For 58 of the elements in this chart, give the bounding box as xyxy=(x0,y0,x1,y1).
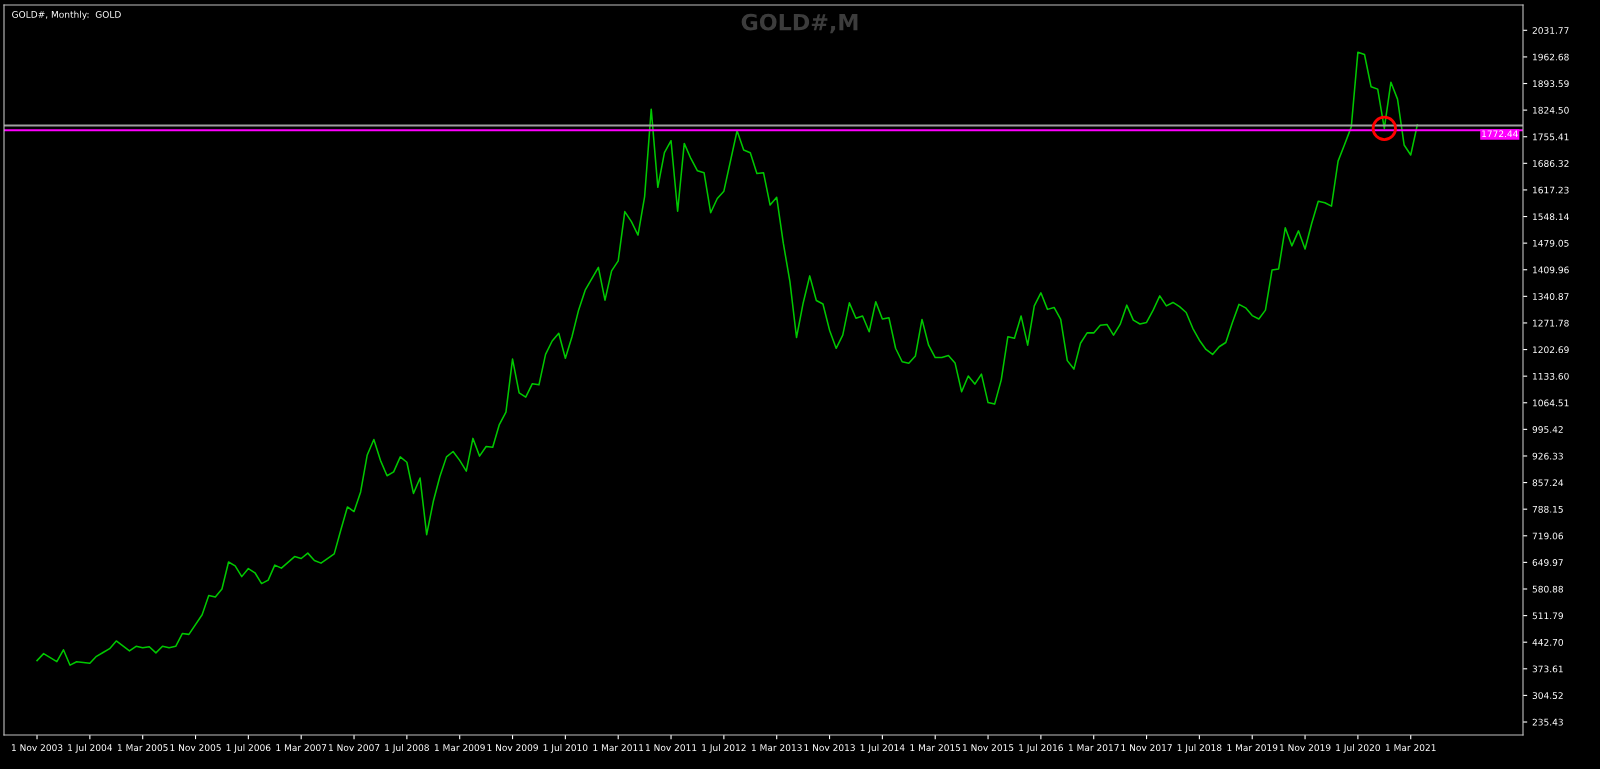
y-tick-label: 304.52 xyxy=(1532,692,1563,699)
y-tick-label: 1755.41 xyxy=(1533,133,1569,141)
x-tick-label: 1 Mar 2009 xyxy=(434,744,485,752)
x-tick-label: 1 Jul 2010 xyxy=(543,744,588,753)
y-tick-label: 1271.78 xyxy=(1533,319,1569,327)
chart-title: GOLD#,M xyxy=(741,13,858,34)
x-tick-label: 1 Nov 2005 xyxy=(170,744,221,752)
y-tick-label: 926.33 xyxy=(1532,452,1563,460)
y-tick-label: 1824.50 xyxy=(1533,106,1569,114)
y-tick-label: 1340.87 xyxy=(1533,293,1569,300)
y-tick-label: 373.61 xyxy=(1532,665,1563,673)
x-tick-label: 1 Jul 2016 xyxy=(1019,744,1063,753)
y-tick-label: 511.79 xyxy=(1532,612,1563,620)
x-tick-label: 1 Mar 2021 xyxy=(1385,744,1436,752)
x-tick-label: 1 Jul 2004 xyxy=(68,744,113,753)
x-tick-label: 1 Jul 2018 xyxy=(1177,744,1222,753)
x-tick-label: 1 Mar 2019 xyxy=(1227,744,1278,752)
y-tick-label: 1686.32 xyxy=(1533,160,1569,167)
x-tick-label: 1 Nov 2013 xyxy=(804,744,855,752)
x-tick-label: 1 Mar 2015 xyxy=(910,744,961,752)
line-series xyxy=(36,51,1419,666)
x-tick-label: 1 Nov 2009 xyxy=(487,744,538,752)
x-tick-label: 1 Nov 2011 xyxy=(645,744,697,752)
x-tick-label: 1 Jul 2006 xyxy=(226,744,271,753)
y-tick-label: 442.70 xyxy=(1532,638,1564,646)
y-tick-label: 235.43 xyxy=(1532,718,1563,726)
x-tick-label: 1 Jul 2012 xyxy=(702,744,746,753)
ref-line-label: 1772.44 xyxy=(1482,130,1518,138)
x-tick-label: 1 Jul 2008 xyxy=(385,744,429,753)
x-tick-label: 1 Nov 2015 xyxy=(963,744,1014,752)
y-tick-label: 580.88 xyxy=(1532,585,1563,593)
y-tick-label: 1617.23 xyxy=(1533,186,1569,194)
y-tick-label: 1479.05 xyxy=(1533,239,1569,247)
y-tick-label: 2031.77 xyxy=(1532,27,1569,34)
x-tick-label: 1 Mar 2005 xyxy=(117,744,168,752)
x-tick-label: 1 Nov 2003 xyxy=(11,744,63,752)
y-tick-label: 1893.59 xyxy=(1533,80,1569,88)
y-tick-label: 1202.69 xyxy=(1533,346,1569,354)
y-tick-label: 788.15 xyxy=(1532,505,1563,513)
y-tick-label: 1064.51 xyxy=(1533,399,1569,407)
x-tick-label: 1 Mar 2017 xyxy=(1068,744,1119,752)
y-tick-label: 649.97 xyxy=(1532,559,1563,566)
y-tick-label: 857.24 xyxy=(1532,479,1564,487)
y-tick-label: 1409.96 xyxy=(1533,266,1569,274)
x-tick-label: 1 Nov 2007 xyxy=(328,744,380,752)
y-tick-label: 719.06 xyxy=(1532,532,1564,540)
x-tick-label: 1 Nov 2017 xyxy=(1121,744,1172,752)
y-tick-label: 1133.60 xyxy=(1533,372,1569,380)
x-tick-label: 1 Mar 2011 xyxy=(593,744,644,752)
y-tick-label: 995.42 xyxy=(1532,426,1563,433)
x-tick-label: 1 Nov 2019 xyxy=(1280,744,1331,752)
x-tick-label: 1 Mar 2007 xyxy=(276,744,327,752)
x-tick-label: 1 Mar 2013 xyxy=(751,744,802,752)
x-tick-label: 1 Jul 2014 xyxy=(860,744,905,753)
y-tick-label: 1962.68 xyxy=(1533,53,1569,61)
x-tick-label: 1 Jul 2020 xyxy=(1336,744,1380,753)
y-tick-label: 1548.14 xyxy=(1533,213,1569,221)
text: GOLD#, Monthly: GOLD xyxy=(12,10,121,20)
